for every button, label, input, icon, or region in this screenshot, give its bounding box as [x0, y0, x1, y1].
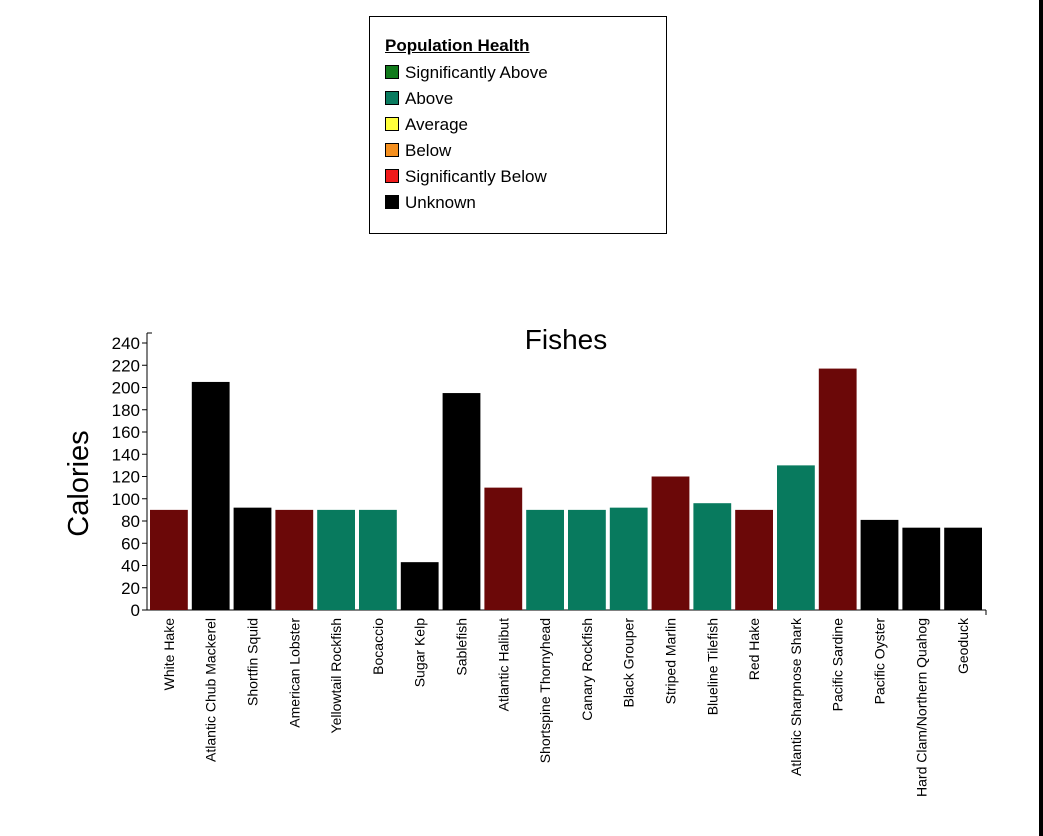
x-tick-label: Atlantic Chub Mackerel: [203, 618, 219, 762]
chart-title: Fishes: [525, 324, 607, 355]
y-tick-label: 0: [131, 601, 140, 620]
y-tick-label: 140: [112, 445, 140, 464]
x-tick-label: American Lobster: [286, 618, 302, 728]
y-tick-label: 80: [121, 512, 140, 531]
bar: [568, 509, 606, 610]
x-tick-label: Pacific Oyster: [872, 618, 888, 705]
bar: [317, 509, 355, 610]
bar: [526, 509, 564, 610]
y-tick-label: 60: [121, 534, 140, 553]
y-axis-label: Calories: [63, 430, 95, 536]
legend-label: Unknown: [405, 193, 476, 212]
y-tick-label: 20: [121, 579, 140, 598]
bar: [609, 507, 648, 610]
y-tick-label: 40: [121, 557, 140, 576]
y-tick-label: 200: [112, 379, 140, 398]
bar: [150, 509, 188, 610]
x-tick-label: Blueline Tilefish: [704, 618, 720, 715]
legend-label: Significantly Above: [405, 63, 548, 82]
bar: [442, 393, 481, 610]
bar: [735, 509, 773, 610]
bar: [944, 527, 982, 610]
legend-swatch: [385, 117, 399, 131]
x-tick-label: Black Grouper: [621, 618, 637, 708]
bar: [484, 487, 523, 610]
x-tick-label: Bocaccio: [370, 618, 386, 675]
legend-swatch: [385, 143, 399, 157]
x-tick-label: Shortspine Thornyhead: [537, 618, 553, 763]
y-tick-label: 120: [112, 468, 140, 487]
page-edge-bar: [1039, 0, 1043, 836]
legend-swatch: [385, 91, 399, 105]
bar: [191, 381, 230, 610]
bar: [902, 527, 941, 610]
bar: [651, 476, 690, 610]
bar: [233, 507, 272, 610]
bar: [359, 509, 397, 610]
legend-label: Above: [405, 89, 454, 108]
x-tick-label: Hard Clam/Northern Quahog: [913, 618, 929, 797]
bar: [400, 562, 439, 610]
x-tick-label: Red Hake: [746, 618, 762, 680]
x-tick-label: Atlantic Sharpnose Shark: [788, 617, 804, 776]
x-tick-label: Geoduck: [955, 617, 971, 674]
x-tick-label: Canary Rockfish: [579, 618, 595, 721]
legend-title: Population Health: [385, 36, 530, 55]
bar: [777, 465, 815, 610]
y-tick-label: 160: [112, 423, 140, 442]
bar: [275, 509, 314, 610]
y-tick-label: 240: [112, 334, 140, 353]
x-tick-label: Yellowtail Rockfish: [328, 618, 344, 733]
legend-label: Below: [405, 141, 452, 160]
x-tick-label: Sablefish: [454, 618, 470, 676]
y-tick-label: 220: [112, 356, 140, 375]
x-tick-label: Pacific Sardine: [830, 618, 846, 712]
legend-label: Average: [405, 115, 469, 134]
x-tick-label: Shortfin Squid: [245, 618, 261, 706]
legend-swatch: [385, 195, 399, 209]
bar: [693, 503, 732, 610]
x-tick-label: Sugar Kelp: [412, 618, 428, 687]
legend-swatch: [385, 169, 399, 183]
bar: [860, 519, 899, 610]
legend-label: Significantly Below: [405, 167, 547, 186]
bar: [818, 368, 857, 610]
x-tick-label: Atlantic Halibut: [495, 618, 511, 711]
legend: Population Health Significantly Above Ab…: [369, 16, 667, 234]
x-tick-label: Striped Marlin: [663, 618, 679, 704]
y-tick-label: 100: [112, 490, 140, 509]
x-tick-label: White Hake: [161, 618, 177, 691]
legend-swatch: [385, 65, 399, 79]
y-tick-label: 180: [112, 401, 140, 420]
